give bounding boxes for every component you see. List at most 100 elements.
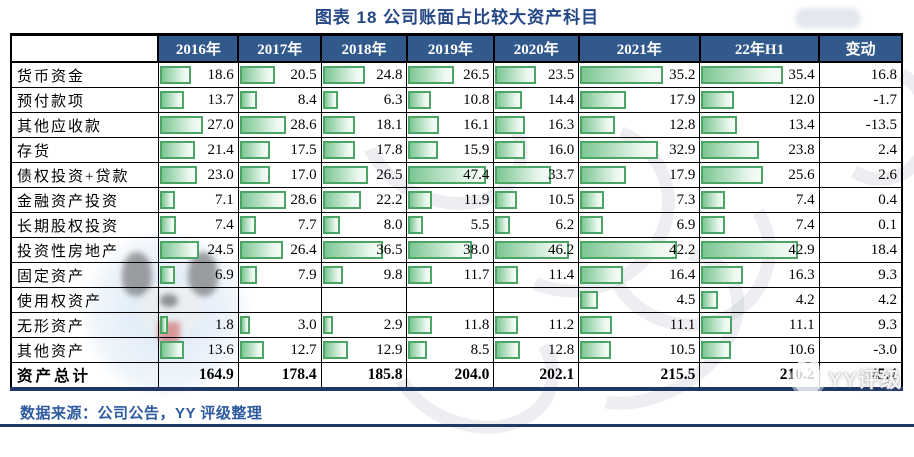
- cell-value: 26.5: [376, 166, 403, 183]
- cell-value: 8.5: [470, 341, 490, 358]
- cell-value: 28.6: [290, 116, 317, 133]
- data-cell: 27.0: [157, 112, 239, 138]
- data-cell: 15.9: [406, 137, 495, 163]
- data-bar: [408, 216, 423, 234]
- data-cell: 26.4: [237, 237, 322, 263]
- data-bar: [322, 241, 383, 259]
- total-row: 资产总计 164.9 178.4 185.8 204.0 202.1 215.5 210.2 4…: [10, 362, 903, 390]
- cell-value: 164.9: [198, 366, 234, 383]
- data-bar: [239, 66, 275, 84]
- data-bar: [239, 116, 287, 134]
- data-cell: 178.4: [237, 362, 322, 390]
- cell-value: 16.3: [547, 116, 575, 133]
- data-cell: 185.8: [320, 362, 408, 390]
- cell-value: 7.3: [676, 191, 696, 208]
- row-label: 债权投资+贷款: [10, 162, 159, 188]
- data-cell: 7.7: [237, 212, 322, 238]
- cell-value: -3.0: [873, 341, 897, 358]
- data-cell: 0.4: [818, 187, 903, 213]
- cell-value: 4.5: [676, 291, 696, 308]
- row-label: 使用权资产: [10, 287, 159, 313]
- data-bar: [701, 141, 759, 159]
- data-cell: 6.9: [157, 262, 239, 288]
- data-cell: 11.7: [406, 262, 495, 288]
- data-bar: [239, 316, 250, 334]
- column-header: 2019年: [405, 33, 495, 63]
- data-bar: [239, 191, 287, 209]
- cell-value: 20.5: [290, 66, 317, 83]
- cell-value: 26.5: [463, 66, 490, 83]
- data-bar: [408, 316, 433, 334]
- data-bar: [701, 66, 783, 84]
- table-row: 债权投资+贷款 23.0 17.0 26.5 47.4 33.7 17.9 25.6 2.6: [10, 162, 903, 188]
- data-cell: 8.5: [406, 337, 495, 363]
- cell-value: 17.9: [669, 166, 696, 183]
- cell-value: 15.9: [463, 141, 490, 158]
- cell-value: 215.5: [660, 366, 696, 383]
- data-cell: 16.8: [818, 61, 903, 88]
- data-bar: [580, 316, 612, 334]
- column-header: 2020年: [492, 33, 580, 63]
- data-cell: 11.4: [493, 262, 580, 288]
- data-bar: [580, 241, 678, 259]
- cell-value: 11.4: [548, 266, 575, 283]
- data-cell: [406, 287, 495, 313]
- cell-value: 7.4: [215, 216, 234, 233]
- data-cell: 21.4: [157, 137, 239, 163]
- data-bar: [580, 116, 616, 134]
- data-cell: 45.4: [818, 362, 903, 390]
- cell-value: 5.5: [470, 216, 490, 233]
- data-cell: 26.5: [406, 61, 495, 88]
- cell-value: 6.9: [215, 266, 234, 283]
- column-header: 2018年: [320, 33, 408, 63]
- cell-value: 13.7: [207, 91, 234, 108]
- data-bar: [701, 341, 732, 359]
- cell-value: 16.3: [788, 266, 815, 283]
- cell-value: 11.2: [548, 316, 575, 333]
- data-bar: [701, 91, 735, 109]
- data-bar: [495, 316, 518, 334]
- data-bar: [408, 341, 428, 359]
- table-row: 无形资产 1.8 3.0 2.9 11.8 11.2 11.1 11.1 9.3: [10, 312, 903, 338]
- data-cell: 17.9: [578, 162, 701, 188]
- data-cell: 42.2: [578, 237, 701, 263]
- cell-value: 17.5: [290, 141, 317, 158]
- cell-value: 28.6: [290, 191, 317, 208]
- cell-value: 38.0: [463, 241, 490, 258]
- data-bar: [408, 116, 439, 134]
- data-bar: [495, 266, 518, 284]
- data-cell: 215.5: [578, 362, 701, 390]
- data-cell: 3.0: [237, 312, 322, 338]
- cell-value: 16.8: [870, 66, 897, 83]
- cell-value: 23.8: [788, 141, 815, 158]
- cell-value: 35.2: [669, 66, 696, 83]
- data-bar: [159, 266, 175, 284]
- cell-value: 47.4: [463, 166, 490, 183]
- cell-value: 23.5: [547, 66, 575, 83]
- data-bar: [322, 116, 356, 134]
- data-cell: 12.9: [320, 337, 408, 363]
- data-cell: 14.4: [493, 87, 580, 113]
- data-cell: 7.4: [699, 212, 820, 238]
- asset-ratio-table: 2016年 2017年 2018年 2019年 2020年 2021年 22年H1 变动 货币…: [9, 33, 903, 391]
- cell-value: 6.2: [555, 216, 575, 233]
- data-bar: [322, 341, 348, 359]
- data-cell: 16.3: [493, 112, 580, 138]
- data-cell: 9.8: [320, 262, 408, 288]
- cell-value: 35.4: [788, 66, 815, 83]
- data-cell: [237, 287, 322, 313]
- cell-value: 17.9: [669, 91, 696, 108]
- data-cell: 18.6: [157, 61, 239, 88]
- data-bar: [701, 291, 719, 309]
- data-cell: 4.2: [818, 287, 903, 313]
- cell-value: 8.0: [383, 216, 403, 233]
- cell-value: 8.4: [297, 91, 317, 108]
- cell-value: 16.4: [669, 266, 696, 283]
- data-cell: 9.3: [818, 262, 903, 288]
- data-bar: [322, 66, 366, 84]
- data-cell: -13.5: [818, 112, 903, 138]
- data-cell: 10.6: [699, 337, 820, 363]
- data-cell: -1.7: [818, 87, 903, 113]
- data-cell: 35.2: [578, 61, 701, 88]
- data-cell: 33.7: [493, 162, 580, 188]
